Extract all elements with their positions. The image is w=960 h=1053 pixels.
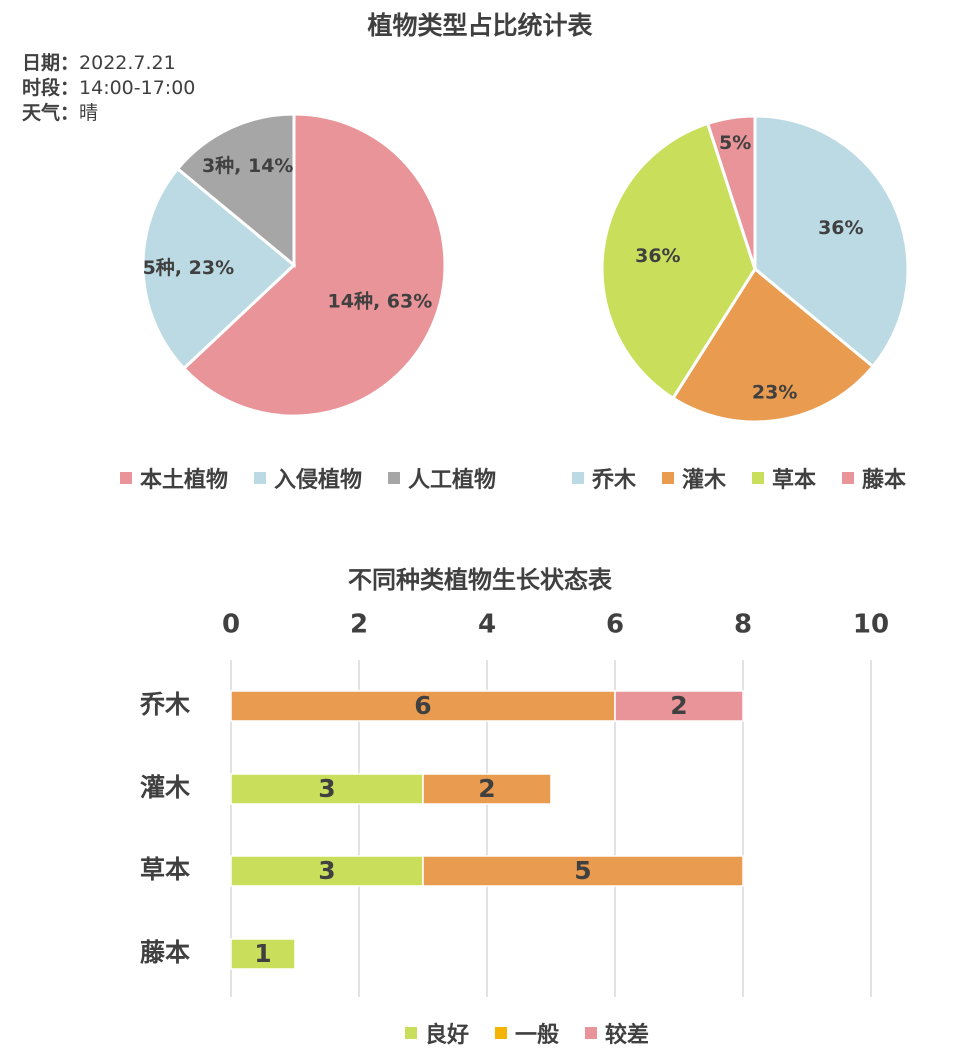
legend-label: 入侵植物 — [274, 468, 363, 493]
bar-segment — [230, 938, 296, 970]
x-tick-label: 8 — [734, 610, 752, 640]
bar-segment — [422, 773, 552, 805]
bar-chart-title: 不同种类植物生长状态表 — [348, 566, 612, 594]
legend-label: 本土植物 — [140, 468, 229, 493]
legend-label: 灌木 — [682, 468, 727, 493]
weather-key: 天气： — [22, 102, 80, 124]
weather-line: 天气：晴 — [22, 100, 98, 127]
legend-swatch — [495, 1027, 508, 1039]
pie-slice — [181, 112, 447, 418]
y-category-label: 草本 — [140, 855, 190, 884]
date-value: 2022.7.21 — [79, 52, 176, 74]
legend-label: 乔木 — [592, 468, 637, 493]
legend-swatch — [388, 472, 401, 484]
y-category-label: 藤本 — [140, 938, 190, 967]
pie-slice — [600, 121, 757, 401]
legend-item-herb: 草本 — [752, 462, 816, 494]
legend-swatch — [120, 472, 132, 484]
bar-segment — [422, 855, 744, 887]
legend-item-shrub: 灌木 — [662, 462, 726, 494]
bar-segment — [230, 690, 616, 722]
legend-swatch — [752, 472, 765, 484]
legend-item-average: 一般 — [495, 1017, 559, 1049]
legend-item-native: 本土植物 — [120, 462, 228, 494]
legend-label: 草本 — [772, 468, 817, 493]
pie-slice — [141, 166, 297, 371]
y-category-label: 乔木 — [139, 690, 190, 719]
pie-slice — [753, 114, 910, 369]
legend-item-invasive: 入侵植物 — [254, 462, 362, 494]
time-value: 14:00-17:00 — [79, 77, 196, 99]
pie-slice — [670, 266, 876, 424]
time-line: 时段：14:00-17:00 — [22, 75, 195, 102]
legend-label: 较差 — [605, 1023, 650, 1048]
legend-swatch — [662, 472, 675, 484]
legend-label: 藤本 — [862, 468, 907, 493]
bar-data-label: 2 — [478, 774, 495, 803]
legend-label: 良好 — [425, 1023, 470, 1048]
weather-value: 晴 — [79, 102, 99, 124]
pie-data-label: 36% — [635, 245, 680, 267]
pie-slice — [705, 114, 757, 270]
legend-item-good: 良好 — [405, 1017, 469, 1049]
x-tick-label: 10 — [853, 610, 889, 640]
pie-charts-title: 植物类型占比统计表 — [367, 11, 593, 40]
legend-swatch — [585, 1027, 598, 1039]
x-tick-label: 6 — [606, 610, 624, 640]
pie-data-label: 3种, 14% — [202, 155, 294, 177]
date-line: 日期：2022.7.21 — [22, 50, 176, 77]
pie-data-label: 14种, 63% — [328, 291, 433, 313]
pie-data-label: 23% — [752, 381, 797, 403]
pie-data-label: 36% — [818, 217, 863, 239]
bar-data-label: 5 — [574, 856, 591, 885]
bar-segment — [614, 690, 744, 722]
legend-right-pie: 乔木 灌木 草本 藤本 — [572, 462, 906, 494]
legend-item-tree: 乔木 — [572, 462, 636, 494]
bar-data-label: 3 — [318, 856, 335, 885]
bar-data-label: 3 — [318, 774, 335, 803]
x-tick-label: 4 — [478, 610, 496, 640]
legend-label: 人工植物 — [408, 468, 497, 493]
y-category-label: 灌木 — [140, 773, 190, 802]
legend-item-poor: 较差 — [585, 1017, 649, 1049]
legend-swatch — [572, 472, 584, 484]
legend-left-pie: 本土植物 入侵植物 人工植物 — [120, 462, 522, 494]
legend-bar-chart: 良好 一般 较差 — [405, 1017, 649, 1049]
time-key: 时段： — [22, 77, 80, 99]
legend-swatch — [254, 472, 267, 484]
date-key: 日期： — [22, 52, 80, 74]
pie-slice — [175, 112, 296, 269]
legend-swatch — [405, 1027, 417, 1039]
legend-swatch — [842, 472, 855, 484]
legend-item-vine: 藤本 — [842, 462, 906, 494]
legend-label: 一般 — [515, 1023, 560, 1048]
pie-data-label: 5% — [719, 132, 751, 154]
x-tick-label: 0 — [222, 610, 240, 640]
bar-data-label: 6 — [414, 691, 431, 720]
pie-data-label: 5种, 23% — [143, 257, 235, 279]
bar-data-label: 2 — [670, 691, 687, 720]
legend-item-artificial: 人工植物 — [388, 462, 496, 494]
x-tick-label: 2 — [350, 610, 368, 640]
bar-data-label: 1 — [254, 939, 271, 968]
bar-segment — [230, 855, 424, 887]
